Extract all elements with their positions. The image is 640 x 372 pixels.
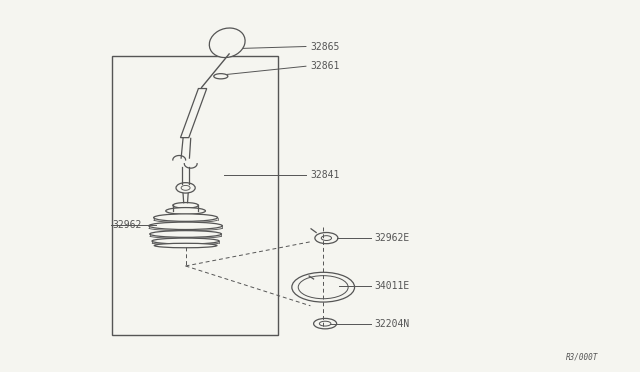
- Ellipse shape: [150, 231, 221, 237]
- Ellipse shape: [298, 276, 348, 299]
- Ellipse shape: [166, 208, 205, 214]
- Ellipse shape: [292, 272, 355, 302]
- Ellipse shape: [314, 318, 337, 329]
- Text: 32861: 32861: [310, 61, 340, 71]
- Ellipse shape: [315, 232, 338, 244]
- Text: R3/000T: R3/000T: [566, 353, 598, 362]
- Bar: [112, 56, 278, 335]
- Text: 32962E: 32962E: [374, 233, 410, 243]
- Ellipse shape: [209, 28, 245, 58]
- Ellipse shape: [319, 321, 331, 326]
- Text: 32865: 32865: [310, 42, 340, 51]
- Ellipse shape: [173, 202, 198, 208]
- Text: 32962: 32962: [113, 220, 142, 230]
- Ellipse shape: [154, 214, 218, 221]
- Polygon shape: [180, 89, 207, 138]
- Ellipse shape: [181, 185, 190, 190]
- Text: 32204N: 32204N: [374, 319, 410, 328]
- Ellipse shape: [214, 74, 228, 79]
- Text: 32841: 32841: [310, 170, 340, 180]
- Ellipse shape: [154, 243, 217, 248]
- Ellipse shape: [148, 222, 223, 230]
- Text: 34011E: 34011E: [374, 282, 410, 291]
- Ellipse shape: [176, 183, 195, 193]
- Ellipse shape: [152, 238, 219, 244]
- Ellipse shape: [321, 236, 332, 241]
